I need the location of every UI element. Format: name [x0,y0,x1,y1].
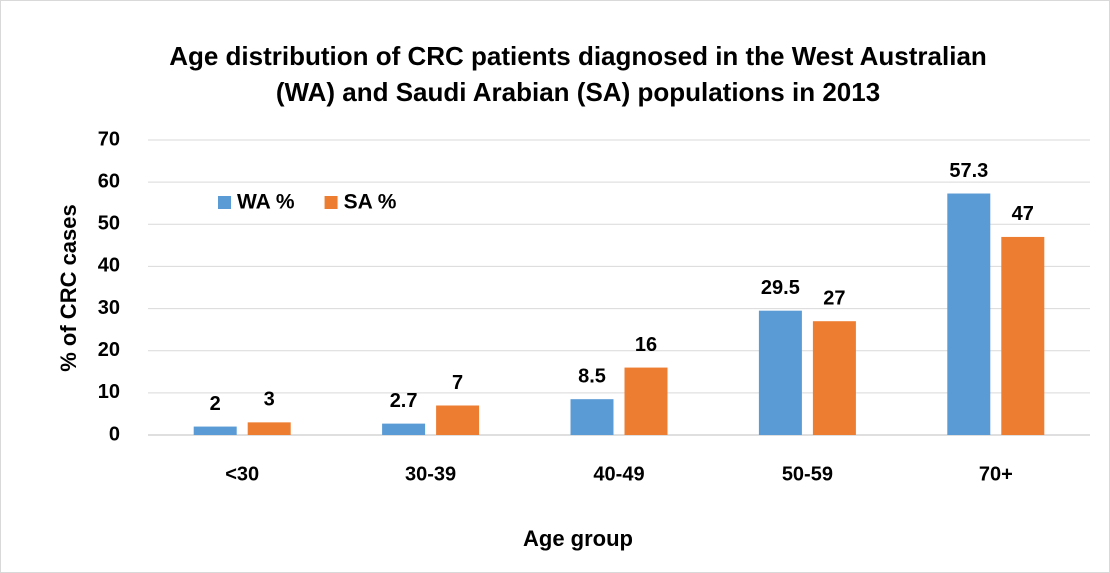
bar [247,422,291,435]
bar [624,367,668,435]
data-label: 7 [452,372,463,394]
legend-swatch [324,196,338,209]
x-tick-label: 30-39 [405,463,456,485]
legend-label: SA % [344,191,397,214]
y-tick-label: 50 [98,213,120,235]
y-tick-label: 70 [98,128,120,150]
y-tick-label: 30 [98,297,120,319]
bar [758,310,802,435]
bar [947,193,991,435]
bar [570,399,614,435]
x-tick-label: 40-49 [593,463,644,485]
bar [193,426,237,435]
y-tick-label: 0 [109,423,120,445]
legend-swatch [218,196,231,209]
y-tick-label: 60 [98,170,120,192]
x-axis-label: Age group [523,526,633,551]
data-label: 3 [264,389,275,411]
bar [436,405,480,435]
data-label: 27 [823,287,845,309]
data-label: 47 [1012,203,1034,225]
y-tick-label: 20 [98,339,120,361]
x-tick-label: <30 [225,463,259,485]
data-label: 16 [635,334,657,356]
data-label: 29.5 [761,277,800,299]
x-tick-label: 50-59 [782,463,833,485]
x-tick-label: 70+ [979,463,1013,485]
bar [382,423,426,435]
data-label: 2 [210,393,221,415]
bar [812,321,856,435]
legend-label: WA % [237,191,295,214]
bar [1001,236,1045,435]
y-tick-label: 40 [98,255,120,277]
chart-title: Age distribution of CRC patients diagnos… [169,41,987,71]
y-axis-label: % of CRC cases [56,204,81,372]
y-tick-label: 10 [98,381,120,403]
data-label: 57.3 [949,160,988,182]
chart-title: (WA) and Saudi Arabian (SA) populations … [276,77,880,107]
data-label: 2.7 [390,390,418,412]
data-label: 8.5 [578,365,606,387]
